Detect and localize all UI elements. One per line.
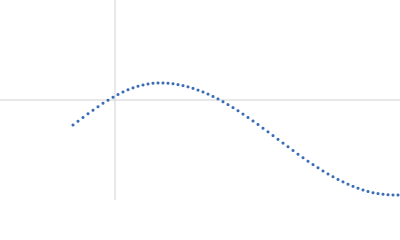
point bbox=[191, 86, 195, 90]
point bbox=[386, 193, 390, 197]
point bbox=[136, 84, 140, 88]
point bbox=[376, 192, 380, 196]
point bbox=[161, 81, 165, 85]
point bbox=[251, 119, 255, 123]
point bbox=[361, 188, 365, 192]
point bbox=[226, 103, 230, 107]
point bbox=[336, 178, 340, 181]
point bbox=[381, 192, 385, 196]
point bbox=[256, 123, 260, 126]
point bbox=[101, 101, 105, 105]
point bbox=[286, 145, 290, 149]
point bbox=[396, 193, 400, 197]
point bbox=[76, 119, 80, 123]
point bbox=[131, 86, 135, 90]
point bbox=[216, 97, 220, 101]
point bbox=[206, 92, 210, 96]
point bbox=[151, 81, 155, 85]
point bbox=[306, 159, 310, 163]
point bbox=[201, 90, 205, 94]
point bbox=[106, 98, 110, 102]
point bbox=[296, 152, 300, 156]
point bbox=[266, 130, 270, 134]
point bbox=[261, 126, 265, 130]
point bbox=[351, 184, 355, 188]
point bbox=[356, 186, 360, 190]
point bbox=[331, 175, 335, 179]
point bbox=[126, 88, 130, 92]
point bbox=[371, 191, 375, 195]
chart bbox=[0, 0, 400, 200]
point bbox=[301, 156, 305, 160]
point bbox=[391, 193, 395, 197]
point bbox=[156, 81, 160, 85]
point bbox=[231, 106, 235, 110]
point bbox=[311, 163, 315, 167]
point bbox=[91, 108, 95, 112]
point bbox=[176, 83, 180, 87]
point bbox=[181, 84, 185, 88]
point bbox=[366, 190, 370, 193]
point bbox=[281, 141, 285, 145]
point bbox=[196, 88, 200, 92]
point bbox=[141, 83, 145, 87]
point bbox=[116, 93, 120, 96]
point bbox=[291, 149, 295, 152]
point bbox=[111, 95, 115, 99]
point bbox=[316, 166, 320, 170]
point bbox=[276, 137, 280, 141]
point bbox=[236, 109, 240, 113]
point bbox=[86, 112, 90, 116]
point bbox=[96, 105, 100, 109]
point bbox=[171, 82, 175, 86]
point bbox=[71, 123, 75, 127]
point bbox=[241, 112, 245, 116]
point bbox=[326, 172, 330, 176]
point bbox=[186, 85, 190, 89]
point bbox=[121, 90, 125, 94]
point bbox=[341, 180, 345, 184]
point bbox=[246, 116, 250, 119]
point bbox=[321, 169, 325, 173]
point bbox=[146, 82, 150, 86]
point bbox=[346, 182, 350, 186]
point bbox=[271, 134, 275, 138]
point bbox=[166, 81, 170, 85]
point bbox=[221, 100, 225, 104]
point bbox=[211, 95, 215, 98]
point bbox=[81, 116, 85, 119]
